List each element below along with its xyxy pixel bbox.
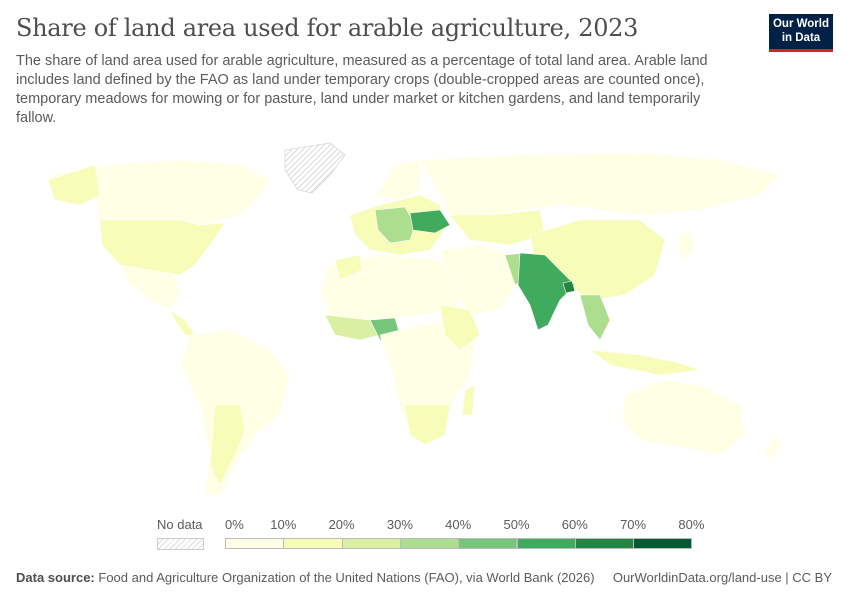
world-map[interactable] — [0, 135, 850, 510]
legend-tick-label: 50% — [503, 517, 530, 532]
region-australia[interactable] — [621, 379, 746, 456]
region-east-africa[interactable] — [439, 304, 481, 351]
region-india[interactable] — [517, 252, 576, 331]
region-central-europe[interactable] — [374, 206, 416, 244]
region-central-america[interactable] — [169, 309, 196, 336]
region-morocco[interactable] — [334, 254, 363, 281]
region-ukraine[interactable] — [409, 209, 451, 234]
region-japan[interactable] — [677, 229, 696, 261]
legend-tick-label: 0% — [225, 517, 244, 532]
legend-tick-label: 30% — [386, 517, 413, 532]
legend-bin[interactable] — [341, 538, 401, 549]
footer-link[interactable]: OurWorldinData.org/land-use | CC BY — [612, 570, 832, 585]
legend-tick-label: 20% — [328, 517, 355, 532]
region-canada[interactable] — [48, 159, 271, 226]
legend-no-data-label: No data — [157, 517, 203, 532]
region-indonesia[interactable] — [588, 349, 701, 376]
legend-bin[interactable] — [225, 538, 285, 549]
color-legend: No data 0% 10% 20% 30% 40% 50% 60% 70% 80% — [150, 515, 710, 555]
region-usa[interactable] — [99, 219, 226, 276]
legend-bin[interactable] — [574, 538, 635, 549]
legend-tick-label: 80% — [678, 517, 705, 532]
region-mexico[interactable] — [119, 264, 181, 311]
owid-logo[interactable]: Our World in Data — [769, 14, 833, 52]
legend-bin[interactable] — [516, 538, 576, 549]
region-argentina[interactable] — [209, 404, 246, 486]
legend-bin[interactable] — [458, 538, 518, 549]
legend-bin[interactable] — [633, 538, 693, 549]
region-madagascar[interactable] — [461, 384, 476, 416]
legend-no-data-swatch[interactable] — [157, 538, 204, 550]
legend-tick-label: 40% — [445, 517, 472, 532]
region-alaska[interactable] — [47, 164, 101, 206]
legend-tick-label: 70% — [620, 517, 647, 532]
legend-tick-label: 10% — [270, 517, 297, 532]
footer-source: Data source: Food and Agriculture Organi… — [16, 570, 595, 585]
region-greenland[interactable] — [284, 142, 346, 194]
source-text: Food and Agriculture Organization of the… — [98, 570, 595, 585]
region-new-zealand[interactable] — [764, 434, 783, 461]
region-russia[interactable] — [419, 152, 781, 216]
legend-bin[interactable] — [399, 538, 460, 549]
legend-tick-label: 60% — [561, 517, 588, 532]
region-west-africa[interactable] — [324, 314, 381, 341]
chart-subtitle: The share of land area used for arable a… — [16, 53, 708, 126]
region-bangladesh[interactable] — [562, 280, 576, 294]
region-scandinavia[interactable] — [374, 159, 421, 201]
chart-title: Share of land area used for arable agric… — [16, 14, 639, 42]
region-southern-africa[interactable] — [404, 404, 451, 446]
region-southeast-asia[interactable] — [579, 294, 611, 341]
source-label: Data source: — [16, 570, 95, 585]
legend-bin[interactable] — [283, 538, 343, 549]
